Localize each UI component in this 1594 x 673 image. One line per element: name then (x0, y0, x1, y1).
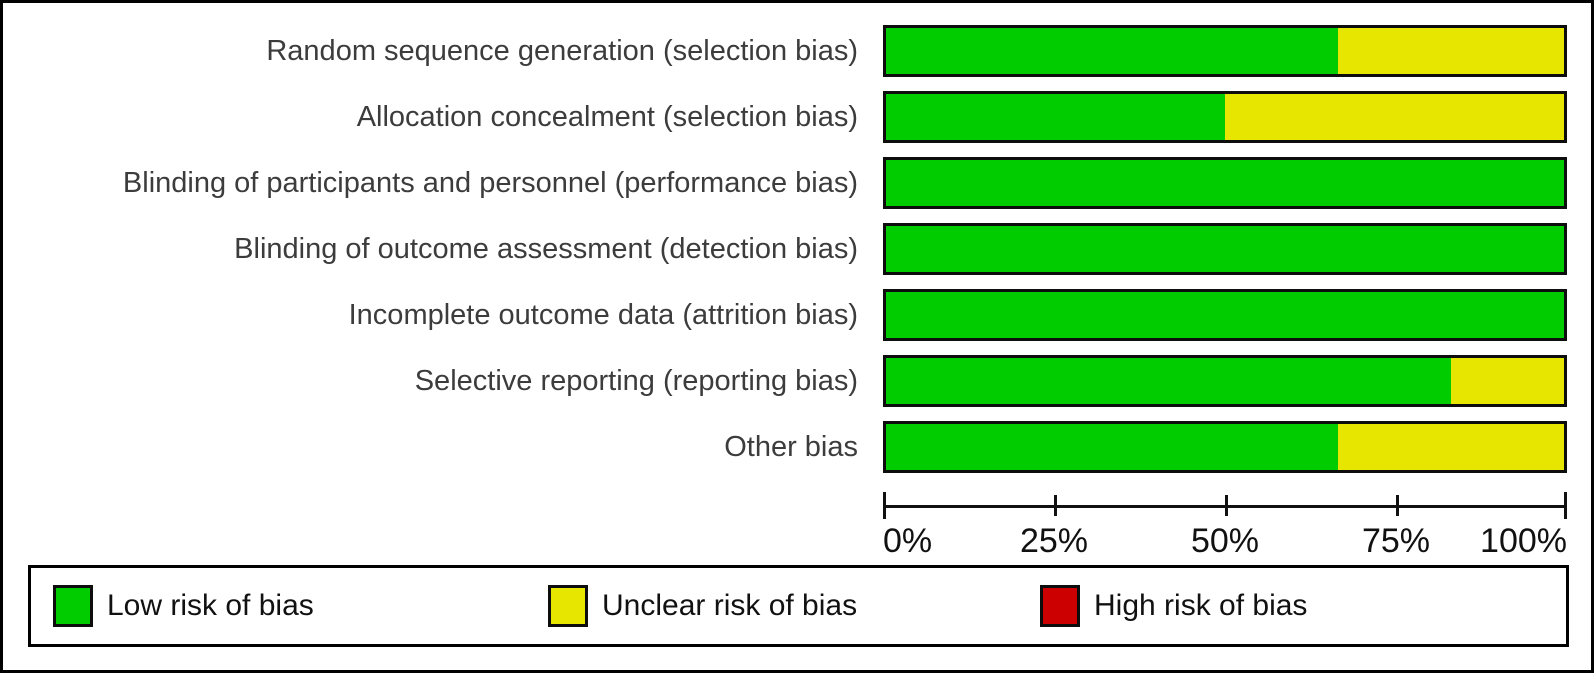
x-axis-tick-label: 75% (1361, 522, 1431, 560)
legend-swatch-high-icon (1040, 585, 1080, 627)
bias-bar (883, 91, 1567, 143)
x-axis: 0% 25% 50% 75% 100% (883, 492, 1567, 562)
legend-item-unclear: Unclear risk of bias (548, 568, 857, 644)
legend-swatch-unclear-icon (548, 585, 588, 627)
x-axis-tick (1225, 495, 1228, 516)
bar-segment-low (886, 28, 1339, 74)
x-axis-tick (1396, 495, 1399, 516)
x-axis-tick-label: 50% (1190, 522, 1260, 560)
bias-bar (883, 421, 1567, 473)
bar-segment-low (886, 94, 1225, 140)
legend-item-low: Low risk of bias (53, 568, 314, 644)
bias-row-label: Allocation concealment (selection bias) (356, 101, 858, 133)
bias-bar (883, 25, 1567, 77)
legend-item-high: High risk of bias (1040, 568, 1307, 644)
bias-bar (883, 355, 1567, 407)
x-axis-tick-label: 0% (883, 522, 933, 560)
legend-label: Unclear risk of bias (602, 589, 858, 622)
bar-segment-low (886, 226, 1564, 272)
bar-segment-low (886, 424, 1339, 470)
legend-label: Low risk of bias (107, 589, 314, 622)
bias-row-label: Blinding of participants and personnel (… (122, 167, 858, 199)
bias-row-label: Selective reporting (reporting bias) (414, 365, 858, 397)
bias-row-label: Incomplete outcome data (attrition bias) (348, 299, 858, 331)
bias-row-label: Random sequence generation (selection bi… (266, 35, 858, 67)
legend-label: High risk of bias (1094, 589, 1308, 622)
bar-segment-unclear (1338, 424, 1564, 470)
bias-row-label: Blinding of outcome assessment (detectio… (234, 233, 858, 265)
x-axis-tick (1564, 492, 1567, 519)
x-axis-tick (1054, 495, 1057, 516)
bias-row-label: Other bias (724, 431, 858, 463)
bias-bar (883, 157, 1567, 209)
bias-bar (883, 289, 1567, 341)
bar-segment-unclear (1338, 28, 1564, 74)
bar-segment-unclear (1225, 94, 1564, 140)
legend: Low risk of bias Unclear risk of bias High… (28, 565, 1569, 647)
bias-bar (883, 223, 1567, 275)
bar-segment-unclear (1450, 358, 1564, 404)
x-axis-tick-label: 25% (1019, 522, 1089, 560)
x-axis-tick (883, 492, 886, 519)
bar-segment-low (886, 292, 1564, 338)
bar-segment-low (886, 358, 1451, 404)
legend-swatch-low-icon (53, 585, 93, 627)
bar-segment-low (886, 160, 1564, 206)
x-axis-tick-label: 100% (1480, 522, 1567, 560)
